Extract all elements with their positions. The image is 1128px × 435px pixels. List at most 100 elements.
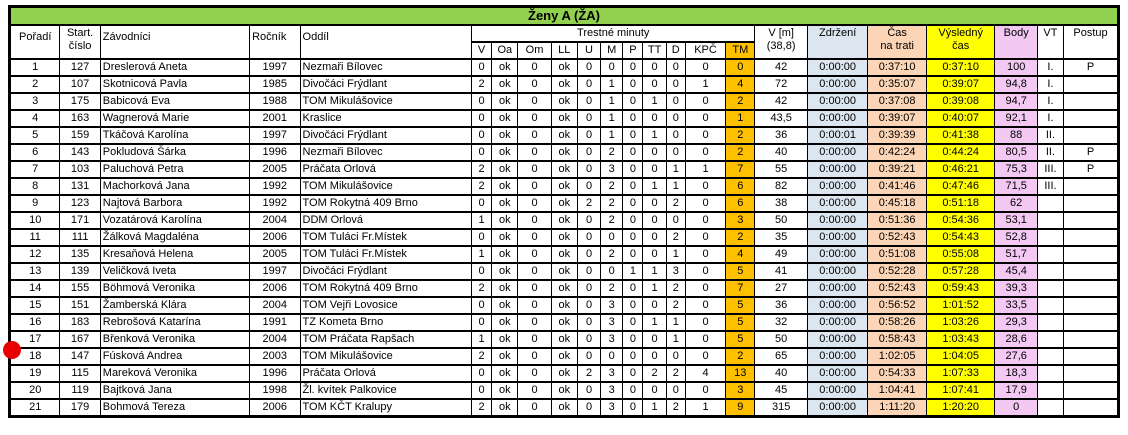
cell-vt — [1036, 245, 1065, 264]
cell-final-time: 0:40:07 — [925, 109, 996, 128]
cell-TM: 4 — [725, 245, 756, 264]
col-header-track-time: Čas na trati — [867, 24, 927, 60]
table-row: 11 111 Žálková Magdaléna 2006 TOM Tuláci Fr.… — [8, 228, 1119, 247]
cell-postup — [1063, 381, 1119, 400]
cell-vt — [1036, 364, 1065, 383]
cell-track-time: 0:52:43 — [867, 279, 927, 298]
cell-vt: II. — [1036, 143, 1065, 162]
col-header-TM: TM — [725, 41, 756, 60]
cell-distance: 65 — [754, 347, 808, 366]
cell-TM: 0 — [725, 58, 756, 77]
col-header-start-number: Start. číslo — [59, 24, 101, 60]
cell-M: 2 — [600, 177, 624, 196]
cell-final-time: 1:01:52 — [925, 296, 996, 315]
cell-vt — [1036, 262, 1065, 281]
cell-final-time: 1:07:41 — [925, 381, 996, 400]
cell-final-time: 0:54:43 — [925, 228, 996, 247]
cell-TT: 0 — [642, 109, 667, 128]
cell-P: 0 — [622, 92, 644, 111]
cell-delay: 0:00:00 — [806, 92, 869, 111]
cell-postup — [1063, 92, 1119, 111]
cell-name: Najtová Barbora — [99, 194, 251, 213]
cell-vt — [1036, 279, 1065, 298]
cell-postup — [1063, 245, 1119, 264]
cell-points: 100 — [994, 58, 1038, 77]
table-row: 20 119 Bajtková Jana 1998 Žl. kvítek Palkovi… — [8, 381, 1119, 400]
cell-track-time: 0:51:08 — [867, 245, 927, 264]
cell-TT: 0 — [642, 381, 667, 400]
cell-start-number: 135 — [59, 245, 101, 264]
col-header-final-time: Výsledný čas — [925, 24, 996, 60]
cell-TM: 6 — [725, 177, 756, 196]
cell-rank: 15 — [8, 296, 61, 315]
cell-club: TOM Vejři Lovosice — [299, 296, 473, 315]
cell-V: 2 — [471, 347, 493, 366]
cell-KPC: 0 — [684, 109, 727, 128]
cell-club: TOM Práčata Rapšach — [299, 330, 473, 349]
cell-year: 2003 — [249, 347, 301, 366]
cell-U: 0 — [576, 398, 602, 418]
cell-club: Práčata Orlová — [299, 364, 473, 383]
cell-P: 0 — [622, 228, 644, 247]
cell-delay: 0:00:00 — [806, 194, 869, 213]
cell-final-time: 0:46:21 — [925, 160, 996, 179]
cell-name: Vozatárová Karolína — [99, 211, 251, 230]
cell-postup — [1063, 228, 1119, 247]
cell-rank: 3 — [8, 92, 61, 111]
cell-LL: ok — [550, 109, 578, 128]
cell-D: 1 — [665, 330, 686, 349]
cell-postup — [1063, 126, 1119, 145]
title-row: Ženy A (ŽA) — [9, 5, 1119, 26]
cell-P: 0 — [622, 109, 644, 128]
cell-start-number: 115 — [59, 364, 101, 383]
cell-points: 80,5 — [994, 143, 1038, 162]
cell-Oa: ok — [491, 143, 519, 162]
cell-rank: 16 — [8, 313, 61, 332]
table-row: 4 163 Wagnerová Marie 2001 Kraslice 0 ok 0 ok 0 1 0… — [8, 109, 1119, 128]
cell-postup — [1063, 279, 1119, 298]
red-dot-marker — [3, 341, 21, 359]
cell-M: 1 — [600, 75, 624, 94]
cell-M: 2 — [600, 143, 624, 162]
cell-delay: 0:00:00 — [806, 262, 869, 281]
cell-P: 0 — [622, 381, 644, 400]
cell-Oa: ok — [491, 398, 519, 418]
cell-rank: 4 — [8, 109, 61, 128]
cell-TM: 5 — [725, 262, 756, 281]
cell-P: 1 — [622, 262, 644, 281]
cell-Om: 0 — [517, 245, 552, 264]
cell-name: Bajtková Jana — [99, 381, 251, 400]
cell-M: 3 — [600, 296, 624, 315]
cell-V: 0 — [471, 296, 493, 315]
cell-name: Kresaňová Helena — [99, 245, 251, 264]
cell-Oa: ok — [491, 92, 519, 111]
col-header-club: Oddíl — [299, 24, 473, 60]
cell-Om: 0 — [517, 313, 552, 332]
cell-name: Pokludová Šárka — [99, 143, 251, 162]
cell-D: 2 — [665, 194, 686, 213]
cell-Oa: ok — [491, 75, 519, 94]
cell-D: 1 — [665, 177, 686, 196]
cell-V: 0 — [471, 194, 493, 213]
cell-U: 0 — [576, 143, 602, 162]
col-header-U: U — [576, 41, 602, 60]
cell-U: 2 — [576, 364, 602, 383]
cell-TT: 0 — [642, 211, 667, 230]
cell-M: 2 — [600, 194, 624, 213]
cell-LL: ok — [550, 313, 578, 332]
col-header-vt: VT — [1036, 24, 1065, 60]
cell-final-time: 0:39:08 — [925, 92, 996, 111]
cell-Om: 0 — [517, 194, 552, 213]
cell-rank: 21 — [8, 398, 61, 418]
cell-distance: 55 — [754, 160, 808, 179]
cell-TT: 0 — [642, 330, 667, 349]
cell-rank: 5 — [8, 126, 61, 145]
cell-P: 0 — [622, 58, 644, 77]
cell-P: 0 — [622, 143, 644, 162]
cell-vt — [1036, 194, 1065, 213]
cell-postup — [1063, 364, 1119, 383]
cell-Om: 0 — [517, 296, 552, 315]
cell-club: Nezmaři Bílovec — [299, 143, 473, 162]
cell-track-time: 0:51:36 — [867, 211, 927, 230]
cell-Om: 0 — [517, 75, 552, 94]
